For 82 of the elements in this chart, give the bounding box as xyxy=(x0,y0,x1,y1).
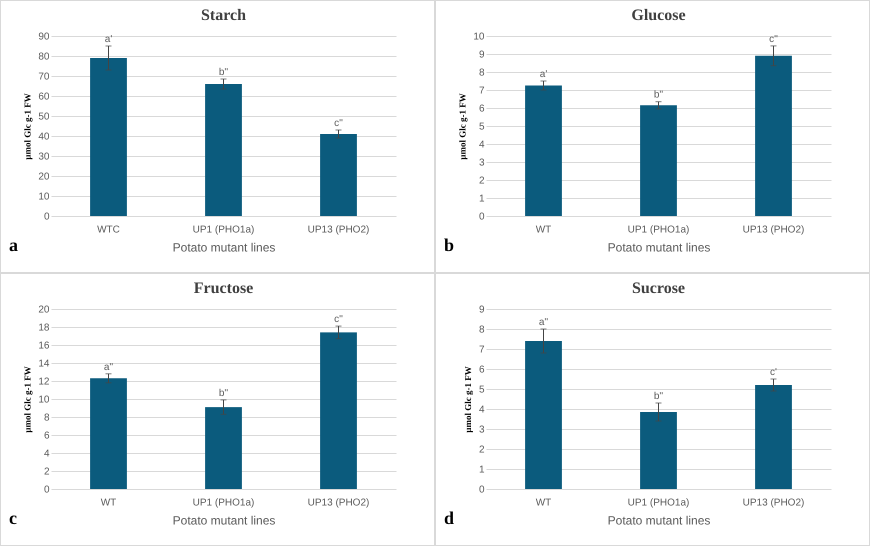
x-tick-label: WT xyxy=(536,498,552,508)
y-tick-label: 8 xyxy=(44,412,50,424)
y-tick-label: 2 xyxy=(44,466,50,478)
y-tick-label: 2 xyxy=(478,444,485,456)
y-tick-label: 6 xyxy=(478,104,485,114)
x-axis-title: Potato mutant lines xyxy=(608,240,710,254)
x-tick-label: UP1 (PHO1a) xyxy=(628,498,690,508)
y-axis-title: µmol Glc g-1 FW xyxy=(22,93,32,160)
text: a xyxy=(9,235,18,255)
text: c xyxy=(9,508,17,528)
y-tick-label: 16 xyxy=(38,340,50,352)
y-tick-label: 1 xyxy=(478,464,485,476)
y-tick-label: 20 xyxy=(38,172,50,182)
y-tick-label: 4 xyxy=(44,448,50,460)
y-tick-label: 6 xyxy=(478,364,485,376)
y-tick-label: 10 xyxy=(473,32,485,42)
x-axis-title: Potato mutant lines xyxy=(608,514,710,528)
x-tick-label: UP13 (PHO2) xyxy=(742,224,804,236)
text: d xyxy=(444,508,454,528)
y-tick-label: 2 xyxy=(478,176,485,186)
y-tick-label: 8 xyxy=(478,324,485,336)
x-tick-label: UP13 (PHO2) xyxy=(308,498,370,508)
annotation: c'' xyxy=(334,314,343,326)
annotation: b'' xyxy=(218,388,228,399)
y-tick-label: 14 xyxy=(38,358,50,370)
y-tick-label: 3 xyxy=(478,158,485,168)
y-axis-title: µmol Glc g-1 FW xyxy=(457,93,468,160)
annotation: b'' xyxy=(654,90,664,101)
y-tick-label: 9 xyxy=(478,50,485,60)
annotation: b'' xyxy=(654,391,664,402)
x-tick-label: UP13 (PHO2) xyxy=(308,224,370,236)
annotation: a'' xyxy=(104,362,114,373)
annotation: a'' xyxy=(538,317,548,328)
y-tick-label: 30 xyxy=(38,152,50,162)
y-tick-label: 60 xyxy=(38,92,50,102)
x-tick-label: UP1 (PHO1a) xyxy=(192,224,254,236)
x-axis-title: Potato mutant lines xyxy=(172,240,276,254)
y-tick-label: 50 xyxy=(38,112,50,122)
y-tick-label: 7 xyxy=(478,344,485,356)
annotation: a' xyxy=(104,34,112,45)
y-tick-label: 1 xyxy=(478,194,485,204)
y-tick-label: 0 xyxy=(44,484,50,496)
y-axis-title: µmol Glc g-1 FW xyxy=(22,366,32,433)
x-tick-label: UP1 (PHO1a) xyxy=(192,498,254,508)
x-tick-label: WTC xyxy=(97,224,120,236)
y-tick-label: 10 xyxy=(38,192,50,202)
y-tick-label: 12 xyxy=(38,376,50,388)
y-tick-label: 5 xyxy=(478,122,485,132)
y-tick-label: 0 xyxy=(44,212,50,222)
y-tick-label: 3 xyxy=(478,424,485,436)
annotation: c'' xyxy=(769,34,778,45)
y-tick-label: 6 xyxy=(44,430,50,442)
y-tick-label: 10 xyxy=(38,394,50,406)
x-tick-label: WT xyxy=(536,224,552,236)
y-tick-label: 80 xyxy=(38,52,50,62)
y-tick-label: 70 xyxy=(38,72,50,82)
y-tick-label: 4 xyxy=(478,404,485,416)
y-tick-label: 40 xyxy=(38,132,50,142)
y-tick-label: 0 xyxy=(478,212,485,222)
y-tick-label: 0 xyxy=(478,484,485,496)
x-tick-label: UP13 (PHO2) xyxy=(742,498,804,508)
text: b xyxy=(444,235,454,255)
x-axis-title: Potato mutant lines xyxy=(172,514,276,528)
y-tick-label: 8 xyxy=(478,68,485,78)
y-tick-label: 18 xyxy=(38,322,50,334)
chart-title: Sucrose xyxy=(632,280,686,297)
y-tick-label: 9 xyxy=(478,304,485,316)
x-tick-label: WT xyxy=(100,498,116,508)
chart-title: Fructose xyxy=(194,280,254,297)
y-axis-title: µmol Glc g-1 FW xyxy=(462,366,473,433)
annotation: c'' xyxy=(334,118,343,129)
chart-title: Glucose xyxy=(631,7,686,24)
y-tick-label: 5 xyxy=(478,384,485,396)
x-tick-label: UP1 (PHO1a) xyxy=(628,224,690,236)
annotation: c' xyxy=(770,367,778,378)
annotation: b'' xyxy=(218,67,228,78)
y-tick-label: 20 xyxy=(38,304,50,316)
y-tick-label: 4 xyxy=(478,140,485,150)
annotation: a' xyxy=(540,69,548,80)
y-tick-label: 90 xyxy=(38,32,50,42)
y-tick-label: 7 xyxy=(478,86,485,96)
chart-title: Starch xyxy=(200,7,246,24)
